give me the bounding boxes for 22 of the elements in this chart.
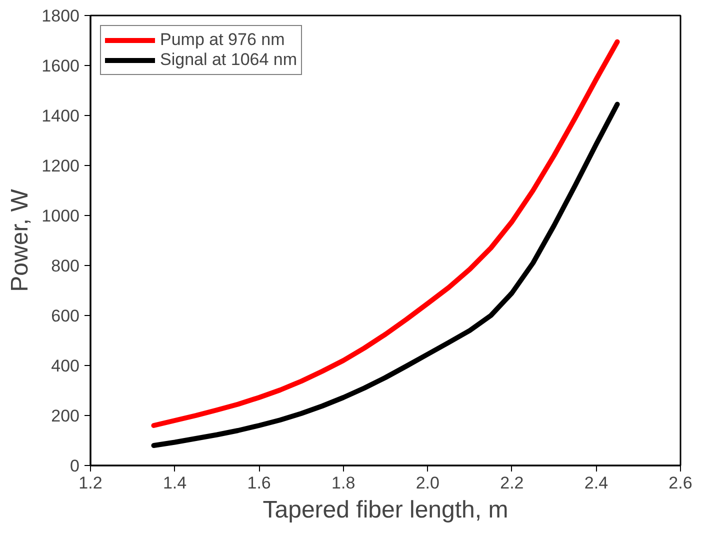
x-axis-title: Tapered fiber length, m <box>262 496 508 524</box>
y-tick-label: 800 <box>51 256 80 276</box>
x-tick-label: 1.8 <box>332 474 356 492</box>
y-tick-label: 600 <box>51 306 80 326</box>
legend-label: Signal at 1064 nm <box>160 50 298 70</box>
y-tick-label: 1600 <box>42 56 80 76</box>
x-tick-label: 1.6 <box>247 474 271 492</box>
x-tick-label: 2.2 <box>500 474 524 492</box>
y-tick-label: 1800 <box>42 6 80 26</box>
y-tick-label: 1400 <box>42 106 80 126</box>
y-tick-label: 0 <box>70 456 80 476</box>
legend-label: Pump at 976 nm <box>160 30 285 50</box>
y-tick-label: 400 <box>51 356 80 376</box>
y-tick-label: 1200 <box>42 156 80 176</box>
x-tick-label: 1.2 <box>78 474 102 492</box>
y-axis-title: Power, W <box>6 188 34 292</box>
x-tick-label: 2.4 <box>584 474 608 492</box>
x-tick-label: 2.0 <box>416 474 440 492</box>
x-tick-label: 1.4 <box>162 474 187 492</box>
x-tick-label: 2.6 <box>668 474 692 492</box>
y-tick-label: 1000 <box>42 206 80 226</box>
y-tick-label: 200 <box>51 406 80 426</box>
